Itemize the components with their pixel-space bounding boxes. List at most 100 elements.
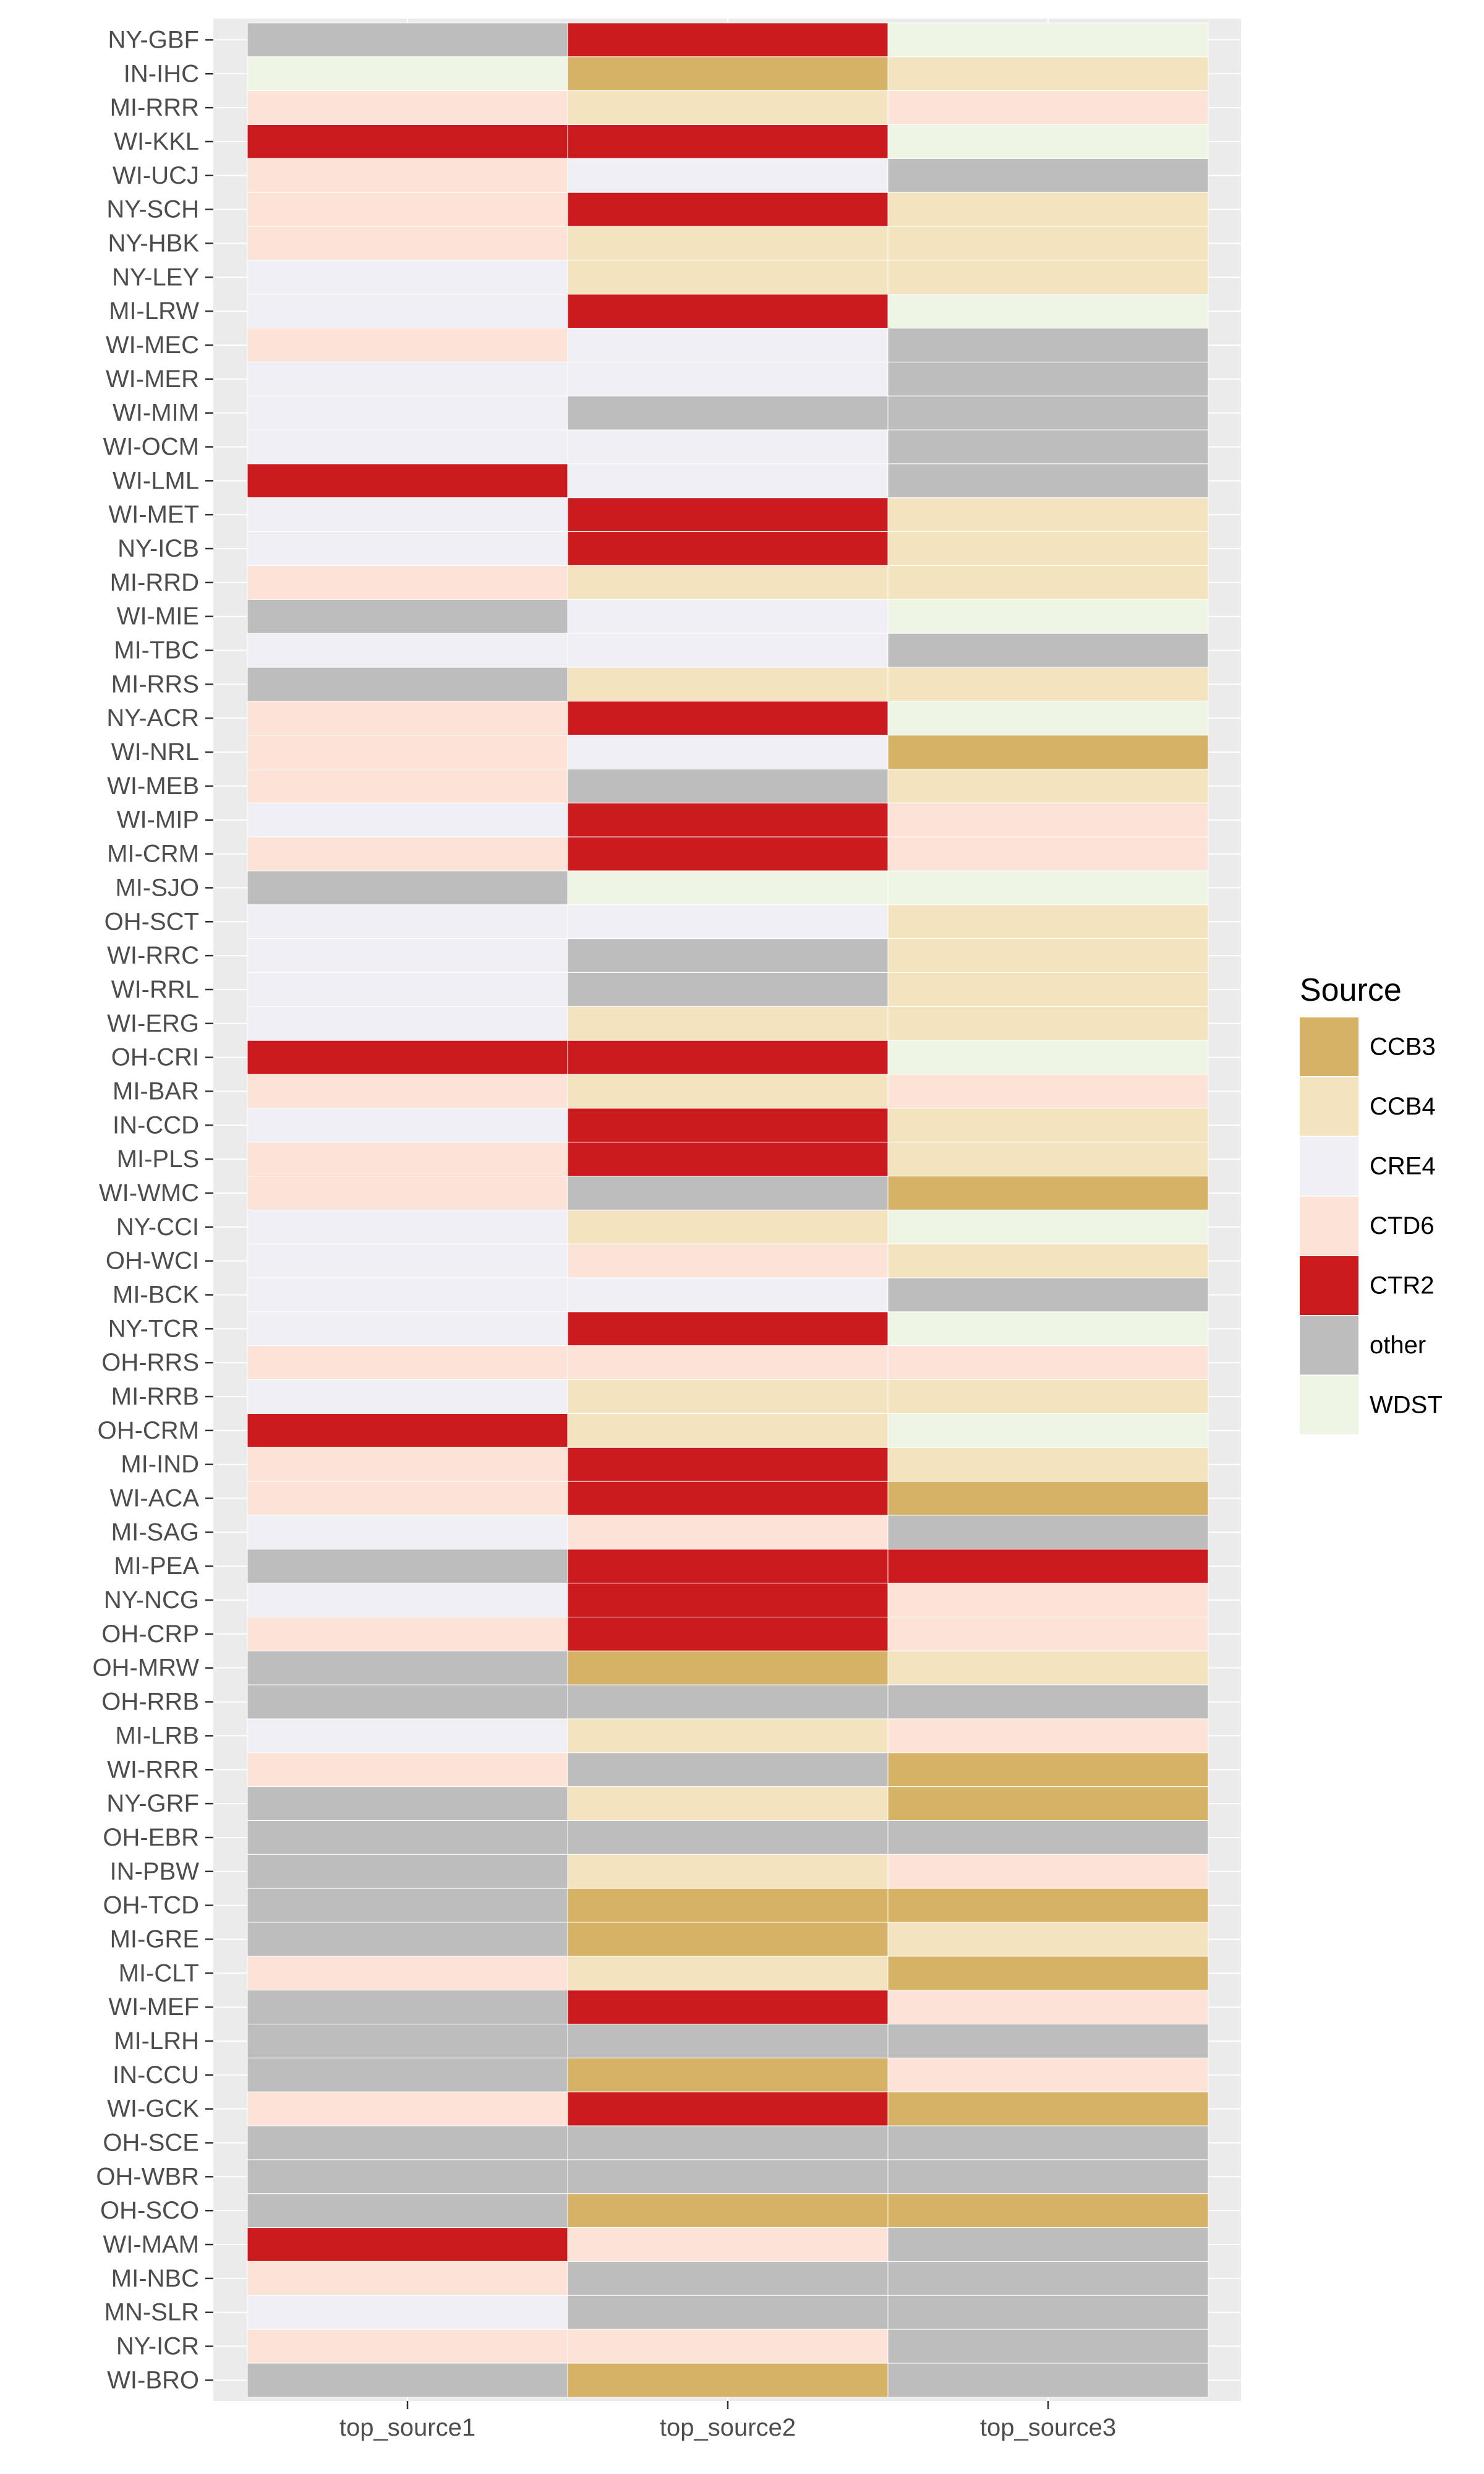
heatmap-cell [887, 1616, 1209, 1651]
heatmap-cell [887, 1142, 1209, 1177]
heatmap-cell [887, 361, 1209, 396]
heatmap-cell [887, 1583, 1209, 1617]
heatmap-cell [567, 1481, 889, 1516]
heatmap-cell [567, 1549, 889, 1584]
y-tick-label: OH-MRW [92, 1654, 199, 1682]
legend-label: CCB4 [1370, 1093, 1436, 1120]
heatmap-cell [887, 2091, 1209, 2126]
legend-label: CTR2 [1370, 1272, 1434, 1299]
heatmap-cell [887, 2024, 1209, 2058]
heatmap-cell [247, 904, 568, 940]
heatmap-cell [567, 633, 889, 668]
heatmap-cell [887, 904, 1209, 940]
heatmap-cell [567, 1616, 889, 1651]
heatmap-cell [887, 260, 1209, 295]
heatmap-cell [567, 90, 889, 126]
heatmap-cell [887, 735, 1209, 769]
heatmap-cell [887, 836, 1209, 871]
heatmap-cell [887, 938, 1209, 974]
heatmap-cell [567, 361, 889, 396]
heatmap-cell [887, 429, 1209, 464]
y-tick-label: WI-RRL [111, 976, 199, 1003]
heatmap-cell [567, 2193, 889, 2228]
heatmap-cell [247, 633, 568, 668]
legend-label: CCB3 [1370, 1034, 1436, 1061]
heatmap-cell [567, 565, 889, 600]
heatmap-cell [247, 1379, 568, 1414]
y-tick-label: MN-SLR [104, 2299, 199, 2326]
heatmap-cell [887, 2057, 1209, 2092]
heatmap-cell [567, 2295, 889, 2330]
y-tick-label: WI-NRL [111, 738, 199, 766]
y-tick-label: OH-CRI [111, 1044, 199, 1071]
heatmap-cell [247, 463, 568, 499]
y-tick-label: OH-RRS [101, 1349, 199, 1376]
heatmap-cell [567, 1379, 889, 1414]
heatmap-cell [247, 1718, 568, 1753]
y-tick-label: WI-LML [113, 467, 199, 494]
y-tick-label: MI-RRB [111, 1383, 199, 1410]
heatmap-cell [887, 1990, 1209, 2025]
heatmap-cell [247, 90, 568, 126]
heatmap-cell [247, 735, 568, 769]
heatmap-cell [567, 1345, 889, 1380]
y-tick-label: MI-NBC [111, 2265, 199, 2292]
heatmap-cell [887, 1413, 1209, 1448]
heatmap-cell [567, 192, 889, 227]
y-tick-label: NY-ICB [117, 535, 199, 562]
heatmap-cell [567, 429, 889, 464]
heatmap-cell [247, 2261, 568, 2296]
heatmap-cell [247, 226, 568, 261]
heatmap-cell [567, 1684, 889, 1719]
heatmap-cell [567, 463, 889, 499]
heatmap-cell [567, 1990, 889, 2025]
y-tick-label: MI-SAG [111, 1518, 199, 1546]
heatmap-cell [567, 2057, 889, 2092]
heatmap-cell [887, 1447, 1209, 1482]
y-tick-label: MI-RRR [110, 94, 199, 121]
heatmap-cell [567, 1752, 889, 1787]
heatmap-cell [887, 1277, 1209, 1312]
heatmap-cell [887, 90, 1209, 126]
y-tick-label: WI-MER [106, 366, 199, 393]
y-tick-label: OH-SCT [104, 908, 199, 935]
heatmap-cell [247, 768, 568, 803]
heatmap-cell [567, 1583, 889, 1617]
heatmap-cell [247, 1650, 568, 1685]
heatmap-cell [887, 870, 1209, 905]
y-tick-label: MI-RRS [111, 670, 199, 698]
y-tick-label: OH-SCE [103, 2129, 199, 2157]
heatmap-cell [567, 972, 889, 1007]
heatmap-cell [887, 1108, 1209, 1143]
heatmap-cell [567, 1006, 889, 1041]
heatmap-cell [887, 1006, 1209, 1041]
heatmap-cell [567, 2227, 889, 2262]
heatmap-cell [567, 1243, 889, 1278]
heatmap-cell [247, 124, 568, 159]
heatmap-cell [567, 260, 889, 295]
heatmap-cell [567, 1956, 889, 1991]
heatmap-cell [247, 2057, 568, 2092]
y-tick-label: WI-MEB [107, 773, 199, 800]
y-tick-label: MI-PLS [117, 1145, 199, 1173]
heatmap-cell [247, 667, 568, 702]
heatmap-cell [247, 1820, 568, 1855]
legend-label: WDST [1370, 1392, 1443, 1419]
heatmap-cell [887, 1176, 1209, 1210]
x-tick-label: top_source3 [980, 2414, 1116, 2441]
heatmap-cell [567, 1854, 889, 1889]
heatmap-cell [247, 836, 568, 871]
heatmap-cell [887, 22, 1209, 58]
heatmap-cell [567, 2024, 889, 2058]
y-tick-label: WI-ERG [107, 1010, 199, 1037]
heatmap-cell [887, 667, 1209, 702]
heatmap-cell [887, 1345, 1209, 1380]
heatmap-cell [887, 1820, 1209, 1855]
y-tick-label: WI-MAM [103, 2231, 199, 2258]
y-tick-label: WI-GCK [107, 2095, 199, 2123]
heatmap-cell [247, 1108, 568, 1143]
y-tick-label: IN-PBW [110, 1858, 200, 1885]
y-tick-label: MI-IND [121, 1451, 199, 1478]
heatmap-cell [567, 1142, 889, 1177]
